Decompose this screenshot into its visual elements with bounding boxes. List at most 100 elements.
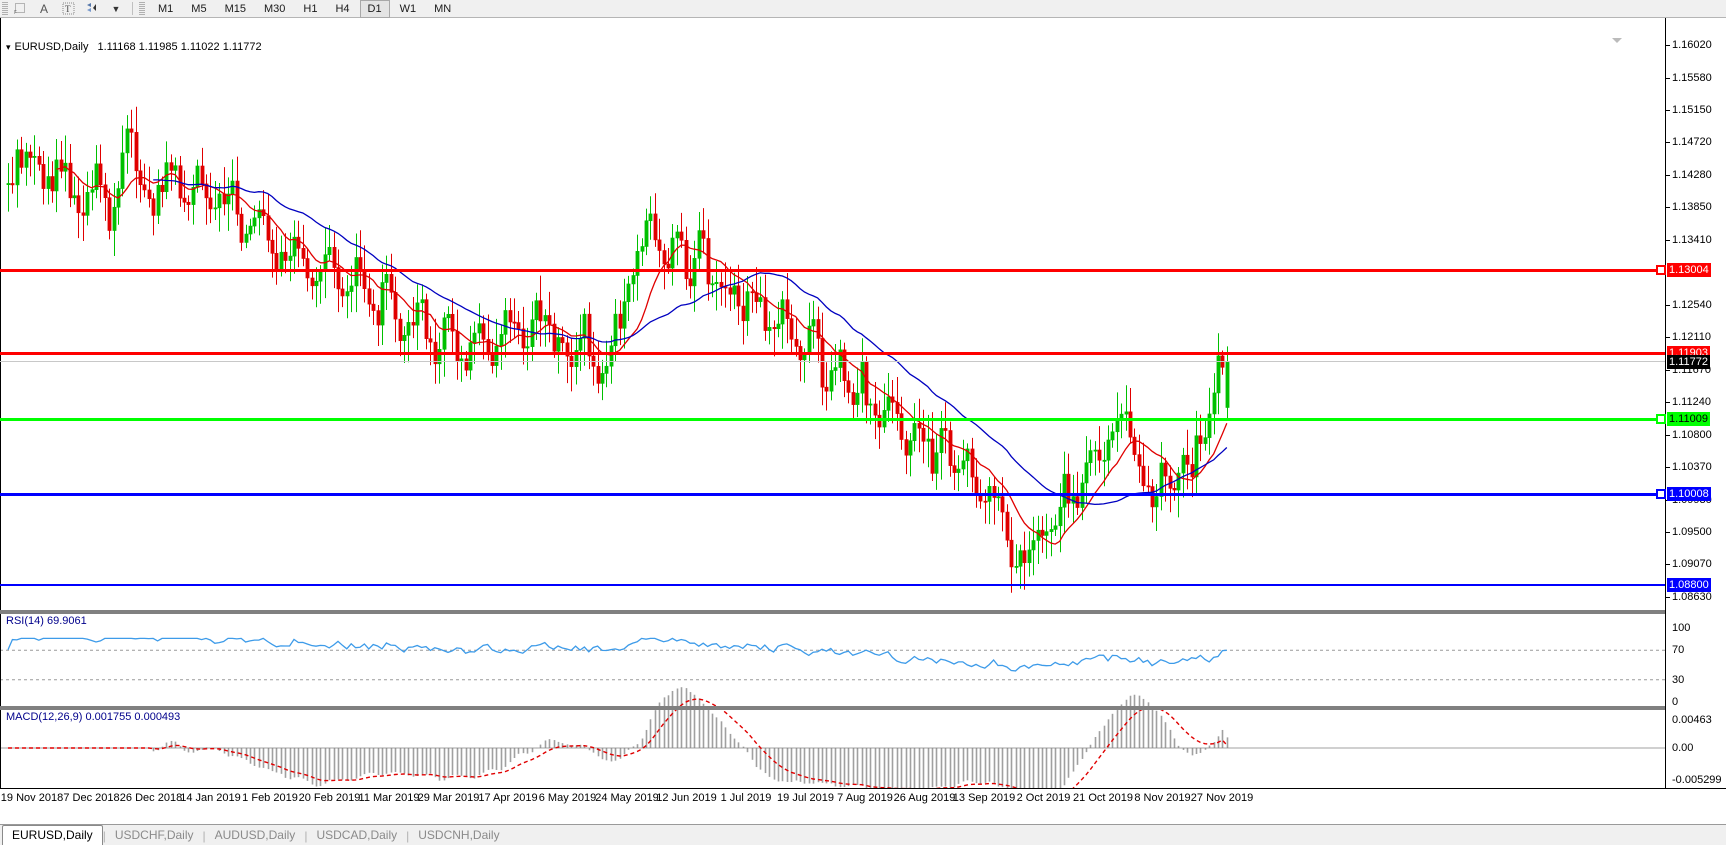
price-tick xyxy=(1666,141,1670,143)
tab-divider: | xyxy=(406,829,410,843)
price-tick xyxy=(1666,532,1670,534)
svg-text:F: F xyxy=(14,10,17,15)
price-tick-label: 1.09070 xyxy=(1672,558,1712,571)
chart-tabs-bar: EURUSD,Daily | USDCHF,Daily | AUDUSD,Daily | U… xyxy=(0,824,1726,845)
level-line-1.13004[interactable] xyxy=(0,269,1666,273)
level-price-badge[interactable]: 1.13004 xyxy=(1667,263,1711,278)
rsi-tick-label: 0 xyxy=(1672,696,1679,708)
plot-area[interactable] xyxy=(0,18,1666,788)
date-tick-label: 8 Nov 2019 xyxy=(1134,792,1191,804)
price-tick xyxy=(1666,44,1670,46)
price-tick xyxy=(1666,239,1670,241)
price-tick-label: 1.10800 xyxy=(1672,429,1712,442)
text-tool-icon[interactable]: A xyxy=(39,1,48,16)
timeframe-d1[interactable]: D1 xyxy=(359,0,390,18)
price-tick xyxy=(1666,77,1670,79)
price-axis[interactable]: 1.16020 1.15580 1.15150 1.14720 1.14280 1.138… xyxy=(1665,18,1726,788)
timeframe-h4[interactable]: H4 xyxy=(335,2,350,15)
date-tick-label: 2 Oct 2019 xyxy=(1016,792,1071,804)
timeframe-mn[interactable]: MN xyxy=(434,2,452,15)
crosshair-tool-icon[interactable]: F xyxy=(8,1,32,16)
tab-usdchf-daily[interactable]: USDCHF,Daily xyxy=(114,828,194,842)
rsi-indicator-label[interactable]: RSI(14) 69.9061 xyxy=(6,615,87,627)
tab-divider: | xyxy=(102,829,106,843)
timeframe-bar: M1 M5 M15 M30 H1 H4 D1 W1 MN xyxy=(149,0,460,18)
date-tick-label: 20 Feb 2019 xyxy=(298,792,361,804)
price-tick-label: 1.08630 xyxy=(1672,591,1712,604)
macd-tick-label: -0.005299 xyxy=(1672,774,1722,786)
level-price-badge[interactable]: 1.11009 xyxy=(1667,412,1710,427)
timeframe-m30[interactable]: M30 xyxy=(263,2,286,15)
price-tick xyxy=(1666,174,1670,176)
timeframe-w1[interactable]: W1 xyxy=(399,2,417,15)
price-tick-label: 1.14280 xyxy=(1672,168,1712,181)
price-tick xyxy=(1666,564,1670,566)
date-tick-label: 1 Feb 2019 xyxy=(242,792,298,804)
price-tick-label: 1.09500 xyxy=(1672,526,1712,539)
text-label-tool-icon[interactable]: T xyxy=(56,1,80,16)
tab-usdcad-daily[interactable]: USDCAD,Daily xyxy=(316,828,398,842)
rsi-line xyxy=(7,637,1227,672)
objects-tool-icon[interactable] xyxy=(80,1,104,16)
timeframe-m1[interactable]: M1 xyxy=(158,2,174,15)
price-tick-label: 1.12110 xyxy=(1672,331,1711,344)
date-tick-label: 7 Aug 2019 xyxy=(837,792,893,804)
timeframe-m5[interactable]: M5 xyxy=(191,2,207,15)
date-tick-label: 11 Mar 2019 xyxy=(358,792,420,804)
tab-divider: | xyxy=(202,829,206,843)
toolbar-separator xyxy=(132,2,133,15)
level-handle[interactable] xyxy=(1656,265,1666,276)
tab-audusd-daily[interactable]: AUDUSD,Daily xyxy=(214,828,296,842)
macd-tick-label: 0.00463 xyxy=(1672,714,1712,726)
current-price-line xyxy=(0,361,1666,363)
chart-ohlc-values: 1.11168 1.11985 1.11022 1.11772 xyxy=(97,41,262,53)
level-handle[interactable] xyxy=(1656,489,1666,500)
tab-usdcnh-daily[interactable]: USDCNH,Daily xyxy=(418,828,500,842)
scroll-marker-icon xyxy=(1612,38,1622,43)
date-tick-label: 14 Jan 2019 xyxy=(180,792,241,804)
price-tick-label: 1.10370 xyxy=(1672,461,1712,474)
macd-signal-line xyxy=(8,698,1228,788)
rsi-tick-label: 100 xyxy=(1672,622,1691,634)
chart-symbol-header[interactable]: ▾ EURUSD,Daily 1.11168 1.11985 1.11022 1… xyxy=(6,41,262,53)
level-line-1.11903[interactable] xyxy=(0,351,1666,355)
timeframe-grip[interactable] xyxy=(139,2,145,15)
chart-collapse-icon[interactable]: ▾ xyxy=(6,41,11,52)
level-line-1.10008[interactable] xyxy=(0,493,1666,497)
toolbar-grip[interactable] xyxy=(2,2,8,15)
chart-symbol-text: EURUSD,Daily xyxy=(14,41,89,53)
date-tick-label: 29 Mar 2019 xyxy=(417,792,480,804)
date-tick-label: 19 Jul 2019 xyxy=(777,792,834,804)
level-price-badge[interactable]: 1.10008 xyxy=(1667,487,1711,502)
date-tick-label: 7 Dec 2018 xyxy=(63,792,120,804)
timeframe-m15[interactable]: M15 xyxy=(224,2,246,15)
price-tick-label: 1.11240 xyxy=(1672,396,1711,409)
date-tick-label: 6 May 2019 xyxy=(538,792,597,804)
price-tick xyxy=(1666,337,1670,339)
level-line-1.08800[interactable] xyxy=(0,583,1666,586)
moving-average-slow xyxy=(153,179,1228,506)
tab-eurusd-daily[interactable]: EURUSD,Daily xyxy=(2,825,103,845)
macd-indicator-label[interactable]: MACD(12,26,9) 0.001755 0.000493 xyxy=(6,711,181,723)
date-tick-label: 1 Jul 2019 xyxy=(720,792,772,804)
price-tick xyxy=(1666,467,1670,469)
timeframe-h1[interactable]: H1 xyxy=(303,2,318,15)
date-tick-label: 24 May 2019 xyxy=(595,792,659,804)
level-price-badge[interactable]: 1.08800 xyxy=(1667,577,1711,592)
price-tick-label: 1.15580 xyxy=(1672,71,1712,84)
panel-separator xyxy=(0,610,1726,614)
rsi-tick-label: 30 xyxy=(1672,673,1685,686)
price-tick xyxy=(1666,402,1670,404)
price-tick-label: 1.16020 xyxy=(1672,38,1712,51)
chart-frame[interactable]: 1.16020 1.15580 1.15150 1.14720 1.14280 1.138… xyxy=(0,18,1726,824)
level-handle[interactable] xyxy=(1656,414,1666,425)
level-line-1.11009[interactable] xyxy=(0,418,1666,422)
date-tick-label: 12 Jun 2019 xyxy=(656,792,717,804)
date-tick-label: 26 Aug 2019 xyxy=(893,792,956,804)
price-tick xyxy=(1666,206,1670,208)
date-tick-label: 13 Sep 2019 xyxy=(952,792,1016,804)
toolbar-dropdown-arrow-icon[interactable]: ▼ xyxy=(111,3,121,14)
current-price-badge[interactable]: 1.11772 xyxy=(1667,355,1710,370)
price-tick xyxy=(1666,435,1670,437)
rsi-tick-label: 70 xyxy=(1672,644,1685,657)
